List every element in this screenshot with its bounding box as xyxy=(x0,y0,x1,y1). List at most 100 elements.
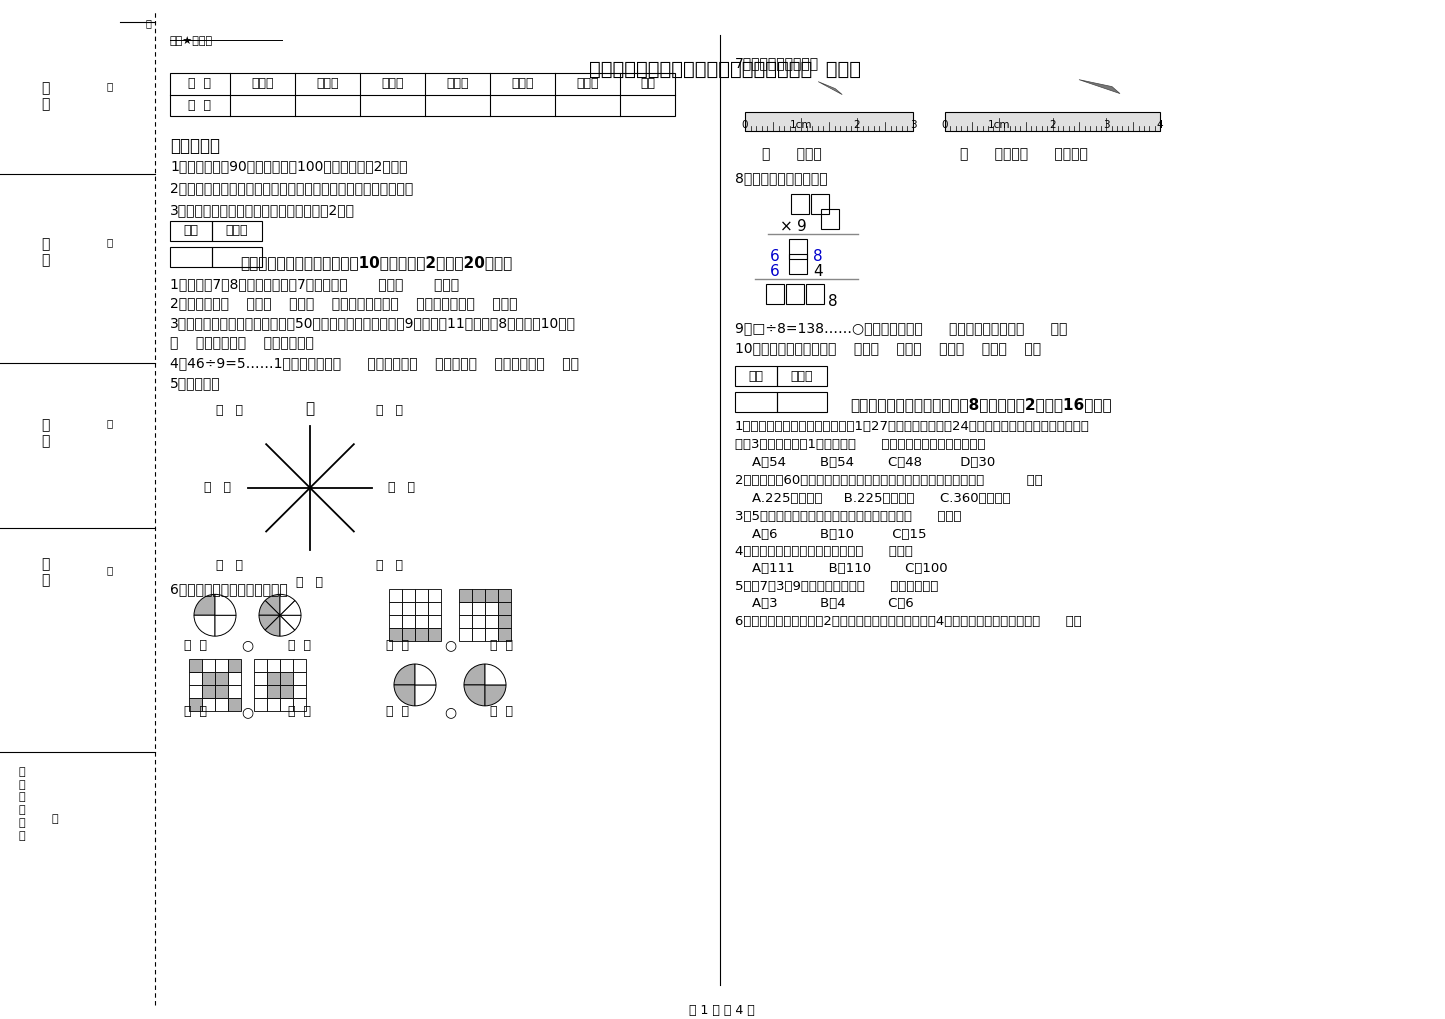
Text: 一、用心思考，正确填空（共10小题，每题2分，共20分）。: 一、用心思考，正确填空（共10小题，每题2分，共20分）。 xyxy=(240,255,512,270)
Bar xyxy=(228,659,241,672)
Text: 二、反复比较，慎重选择（共8小题，每题2分，共16分）。: 二、反复比较，慎重选择（共8小题，每题2分，共16分）。 xyxy=(850,397,1111,413)
Wedge shape xyxy=(194,594,215,615)
Bar xyxy=(415,615,428,628)
Text: （    ）跑得最快（    ）跑得最慢。: （ ）跑得最快（ ）跑得最慢。 xyxy=(171,336,314,351)
Text: 5、填一填。: 5、填一填。 xyxy=(171,376,221,390)
Text: 6: 6 xyxy=(770,249,780,264)
Text: 准: 准 xyxy=(107,237,113,247)
Text: （      ）厘米（      ）毫米。: （ ）厘米（ ）毫米。 xyxy=(959,148,1088,161)
Bar xyxy=(499,615,512,628)
Text: 级: 级 xyxy=(40,434,49,448)
Wedge shape xyxy=(486,685,506,706)
Bar xyxy=(402,628,415,641)
Wedge shape xyxy=(194,615,215,636)
Bar xyxy=(777,367,827,386)
Bar xyxy=(228,685,241,698)
Text: 6、看图写分数，并比较大小。: 6、看图写分数，并比较大小。 xyxy=(171,583,288,596)
Bar xyxy=(460,602,473,615)
Bar xyxy=(254,659,267,672)
Bar xyxy=(777,392,827,412)
Bar xyxy=(473,589,486,602)
Bar xyxy=(267,685,280,698)
Text: （   ）: （ ） xyxy=(377,559,403,572)
Text: 8: 8 xyxy=(814,249,822,264)
Text: 乡: 乡 xyxy=(19,766,26,776)
Polygon shape xyxy=(1079,79,1120,94)
Text: A、54        B、54        C、48         D、30: A、54 B、54 C、48 D、30 xyxy=(736,455,996,469)
Bar xyxy=(228,698,241,711)
Text: 号: 号 xyxy=(40,98,49,111)
Text: 道: 道 xyxy=(19,818,26,828)
Text: 8: 8 xyxy=(828,293,838,309)
Wedge shape xyxy=(464,664,486,685)
Bar xyxy=(460,615,473,628)
Bar xyxy=(293,672,306,685)
Bar xyxy=(189,698,202,711)
Text: A、111        B、110        C、100: A、111 B、110 C、100 xyxy=(736,562,948,576)
Text: （  ）: （ ） xyxy=(386,705,409,718)
Bar xyxy=(473,615,486,628)
Bar xyxy=(746,111,913,131)
Bar xyxy=(821,209,840,229)
Bar xyxy=(215,659,228,672)
Text: 得分: 得分 xyxy=(749,370,763,383)
Bar xyxy=(389,589,402,602)
Bar xyxy=(254,698,267,711)
Text: （  ）: （ ） xyxy=(184,705,207,718)
Text: 综合题: 综合题 xyxy=(512,77,533,90)
Text: 判断题: 判断题 xyxy=(381,77,403,90)
Wedge shape xyxy=(464,685,486,706)
Text: 得分: 得分 xyxy=(184,224,198,237)
Text: （   ）: （ ） xyxy=(217,559,244,572)
Text: 校: 校 xyxy=(40,574,49,587)
Bar xyxy=(280,659,293,672)
Text: 1cm: 1cm xyxy=(987,120,1010,130)
Text: 6、一个正方形的边长是2厘米，现在将边扩大到原来的4倍，现在正方形的周长是（      ）。: 6、一个正方形的边长是2厘米，现在将边扩大到原来的4倍，现在正方形的周长是（ ）… xyxy=(736,615,1082,629)
Bar xyxy=(215,685,228,698)
Text: 1、考试时间：90分钟，满分为100分（含卷面分2分）。: 1、考试时间：90分钟，满分为100分（含卷面分2分）。 xyxy=(171,159,407,173)
Text: 9、□÷8=138……○，余数最大填（      ），这时被除数是（      ）。: 9、□÷8=138……○，余数最大填（ ），这时被除数是（ ）。 xyxy=(736,322,1068,335)
Bar xyxy=(389,602,402,615)
Text: 题  号: 题 号 xyxy=(188,77,211,90)
Text: A、6          B、10         C、15: A、6 B、10 C、15 xyxy=(736,528,926,541)
Bar xyxy=(428,628,441,641)
Bar xyxy=(389,615,402,628)
Text: 班: 班 xyxy=(40,418,49,432)
Text: 得  分: 得 分 xyxy=(188,99,211,112)
Text: 总分: 总分 xyxy=(640,77,655,90)
Bar xyxy=(402,615,415,628)
Wedge shape xyxy=(486,664,506,685)
Wedge shape xyxy=(280,600,301,615)
Wedge shape xyxy=(264,615,280,636)
Text: 考试须知：: 考试须知： xyxy=(171,138,220,155)
Polygon shape xyxy=(818,82,842,95)
Bar xyxy=(189,672,202,685)
Text: 1cm: 1cm xyxy=(790,120,812,130)
Text: 4: 4 xyxy=(814,264,822,279)
Text: 10、常用的长度单位有（    ）、（    ）、（    ）、（    ）、（    ）。: 10、常用的长度单位有（ ）、（ ）、（ ）、（ ）、（ ）。 xyxy=(736,341,1042,356)
Bar xyxy=(171,221,212,240)
Bar xyxy=(189,659,202,672)
Wedge shape xyxy=(280,615,295,636)
Text: 街: 街 xyxy=(19,805,26,815)
Bar xyxy=(486,615,499,628)
Text: 填空题: 填空题 xyxy=(251,77,273,90)
Text: （   ）: （ ） xyxy=(296,576,324,589)
Wedge shape xyxy=(215,594,236,615)
Text: 3、5名同学打乒乓球，每两人打一场，共要打（      ）场。: 3、5名同学打乒乓球，每两人打一场，共要打（ ）场。 xyxy=(736,510,961,523)
Text: 2、把一根长60厘米的铁丝围成一个正方形，这个正方形的面积是（          ）。: 2、把一根长60厘米的铁丝围成一个正方形，这个正方形的面积是（ ）。 xyxy=(736,474,1043,487)
Bar xyxy=(415,589,428,602)
Text: （  ）: （ ） xyxy=(490,639,513,651)
Text: 3、体育老师对第一小组同学进行50米跑测试，成绩如下小红9秒，小丽11秒，小明8秒，小军10秒。: 3、体育老师对第一小组同学进行50米跑测试，成绩如下小红9秒，小丽11秒，小明8… xyxy=(171,317,577,330)
Bar xyxy=(736,367,777,386)
Bar xyxy=(786,283,803,304)
Text: 计算题: 计算题 xyxy=(447,77,468,90)
Text: 学: 学 xyxy=(40,557,49,572)
Bar xyxy=(293,659,306,672)
Wedge shape xyxy=(415,664,436,685)
Bar xyxy=(202,698,215,711)
Bar xyxy=(267,659,280,672)
Text: 0: 0 xyxy=(741,120,749,130)
Text: （   ）: （ ） xyxy=(205,481,231,494)
Bar xyxy=(789,238,806,259)
